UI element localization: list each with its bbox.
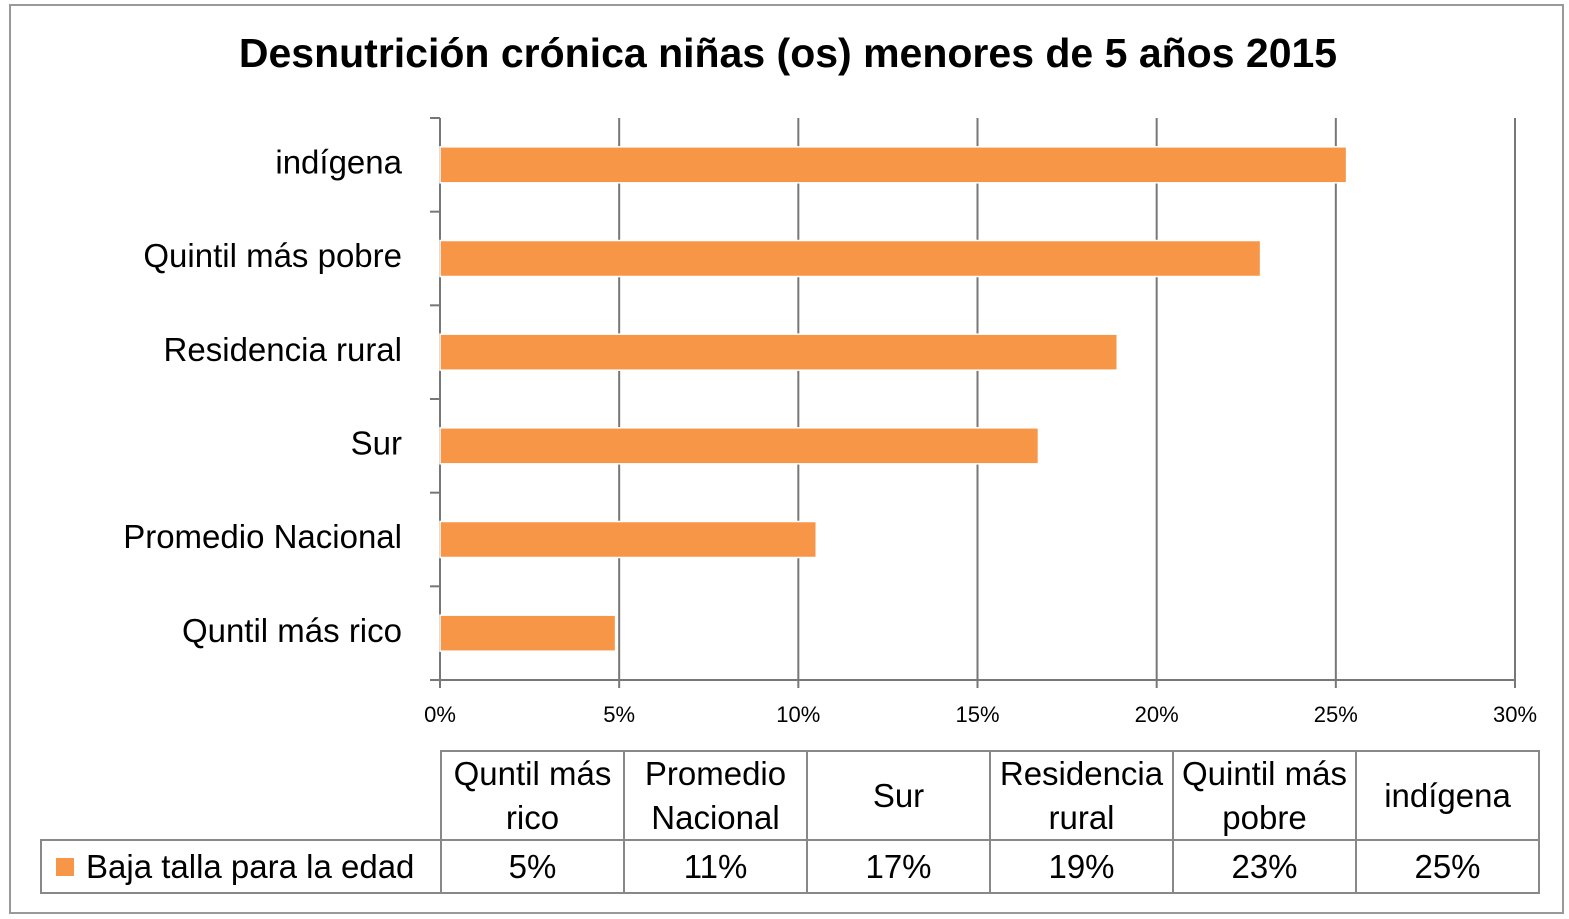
x-tick-label: 20% (1135, 702, 1179, 727)
y-tick-label: Residencia rural (164, 331, 402, 368)
table-header: Promedio Nacional (623, 750, 808, 841)
table-header: Residencia rural (989, 750, 1174, 841)
table-header: Quntil más rico (440, 750, 625, 841)
x-tick-label: 0% (424, 702, 456, 727)
x-tick-label: 30% (1493, 702, 1537, 727)
table-header: Sur (806, 750, 991, 841)
x-tick-label: 5% (603, 702, 635, 727)
bar (439, 146, 1348, 184)
chart-title: Desnutrición crónica niñas (os) menores … (239, 30, 1337, 76)
x-tick-label: 10% (776, 702, 820, 727)
y-tick-label: Quintil más pobre (143, 237, 402, 274)
x-tick-label: 25% (1314, 702, 1358, 727)
table-header: indígena (1355, 750, 1540, 841)
bar (439, 520, 817, 559)
table-header: Quintil más pobre (1172, 750, 1357, 841)
y-tick-label: Quntil más rico (182, 612, 402, 649)
table-value: 19% (989, 839, 1174, 894)
y-tick-label: Promedio Nacional (123, 518, 402, 555)
bar (439, 333, 1118, 371)
legend-label: Baja talla para la edad (86, 847, 415, 885)
table-value: 17% (806, 839, 991, 894)
bar (439, 427, 1040, 465)
bar (439, 239, 1262, 278)
table-value: 11% (623, 839, 808, 894)
legend-swatch (56, 857, 74, 876)
y-tick-label: indígena (275, 144, 402, 181)
y-tick-label: Sur (351, 425, 402, 462)
table-value: 23% (1172, 839, 1357, 894)
table-value: 5% (440, 839, 625, 894)
x-tick-label: 15% (955, 702, 999, 727)
bar (439, 614, 617, 652)
table-legend: Baja talla para la edad (40, 839, 442, 894)
table-value: 25% (1355, 839, 1540, 894)
